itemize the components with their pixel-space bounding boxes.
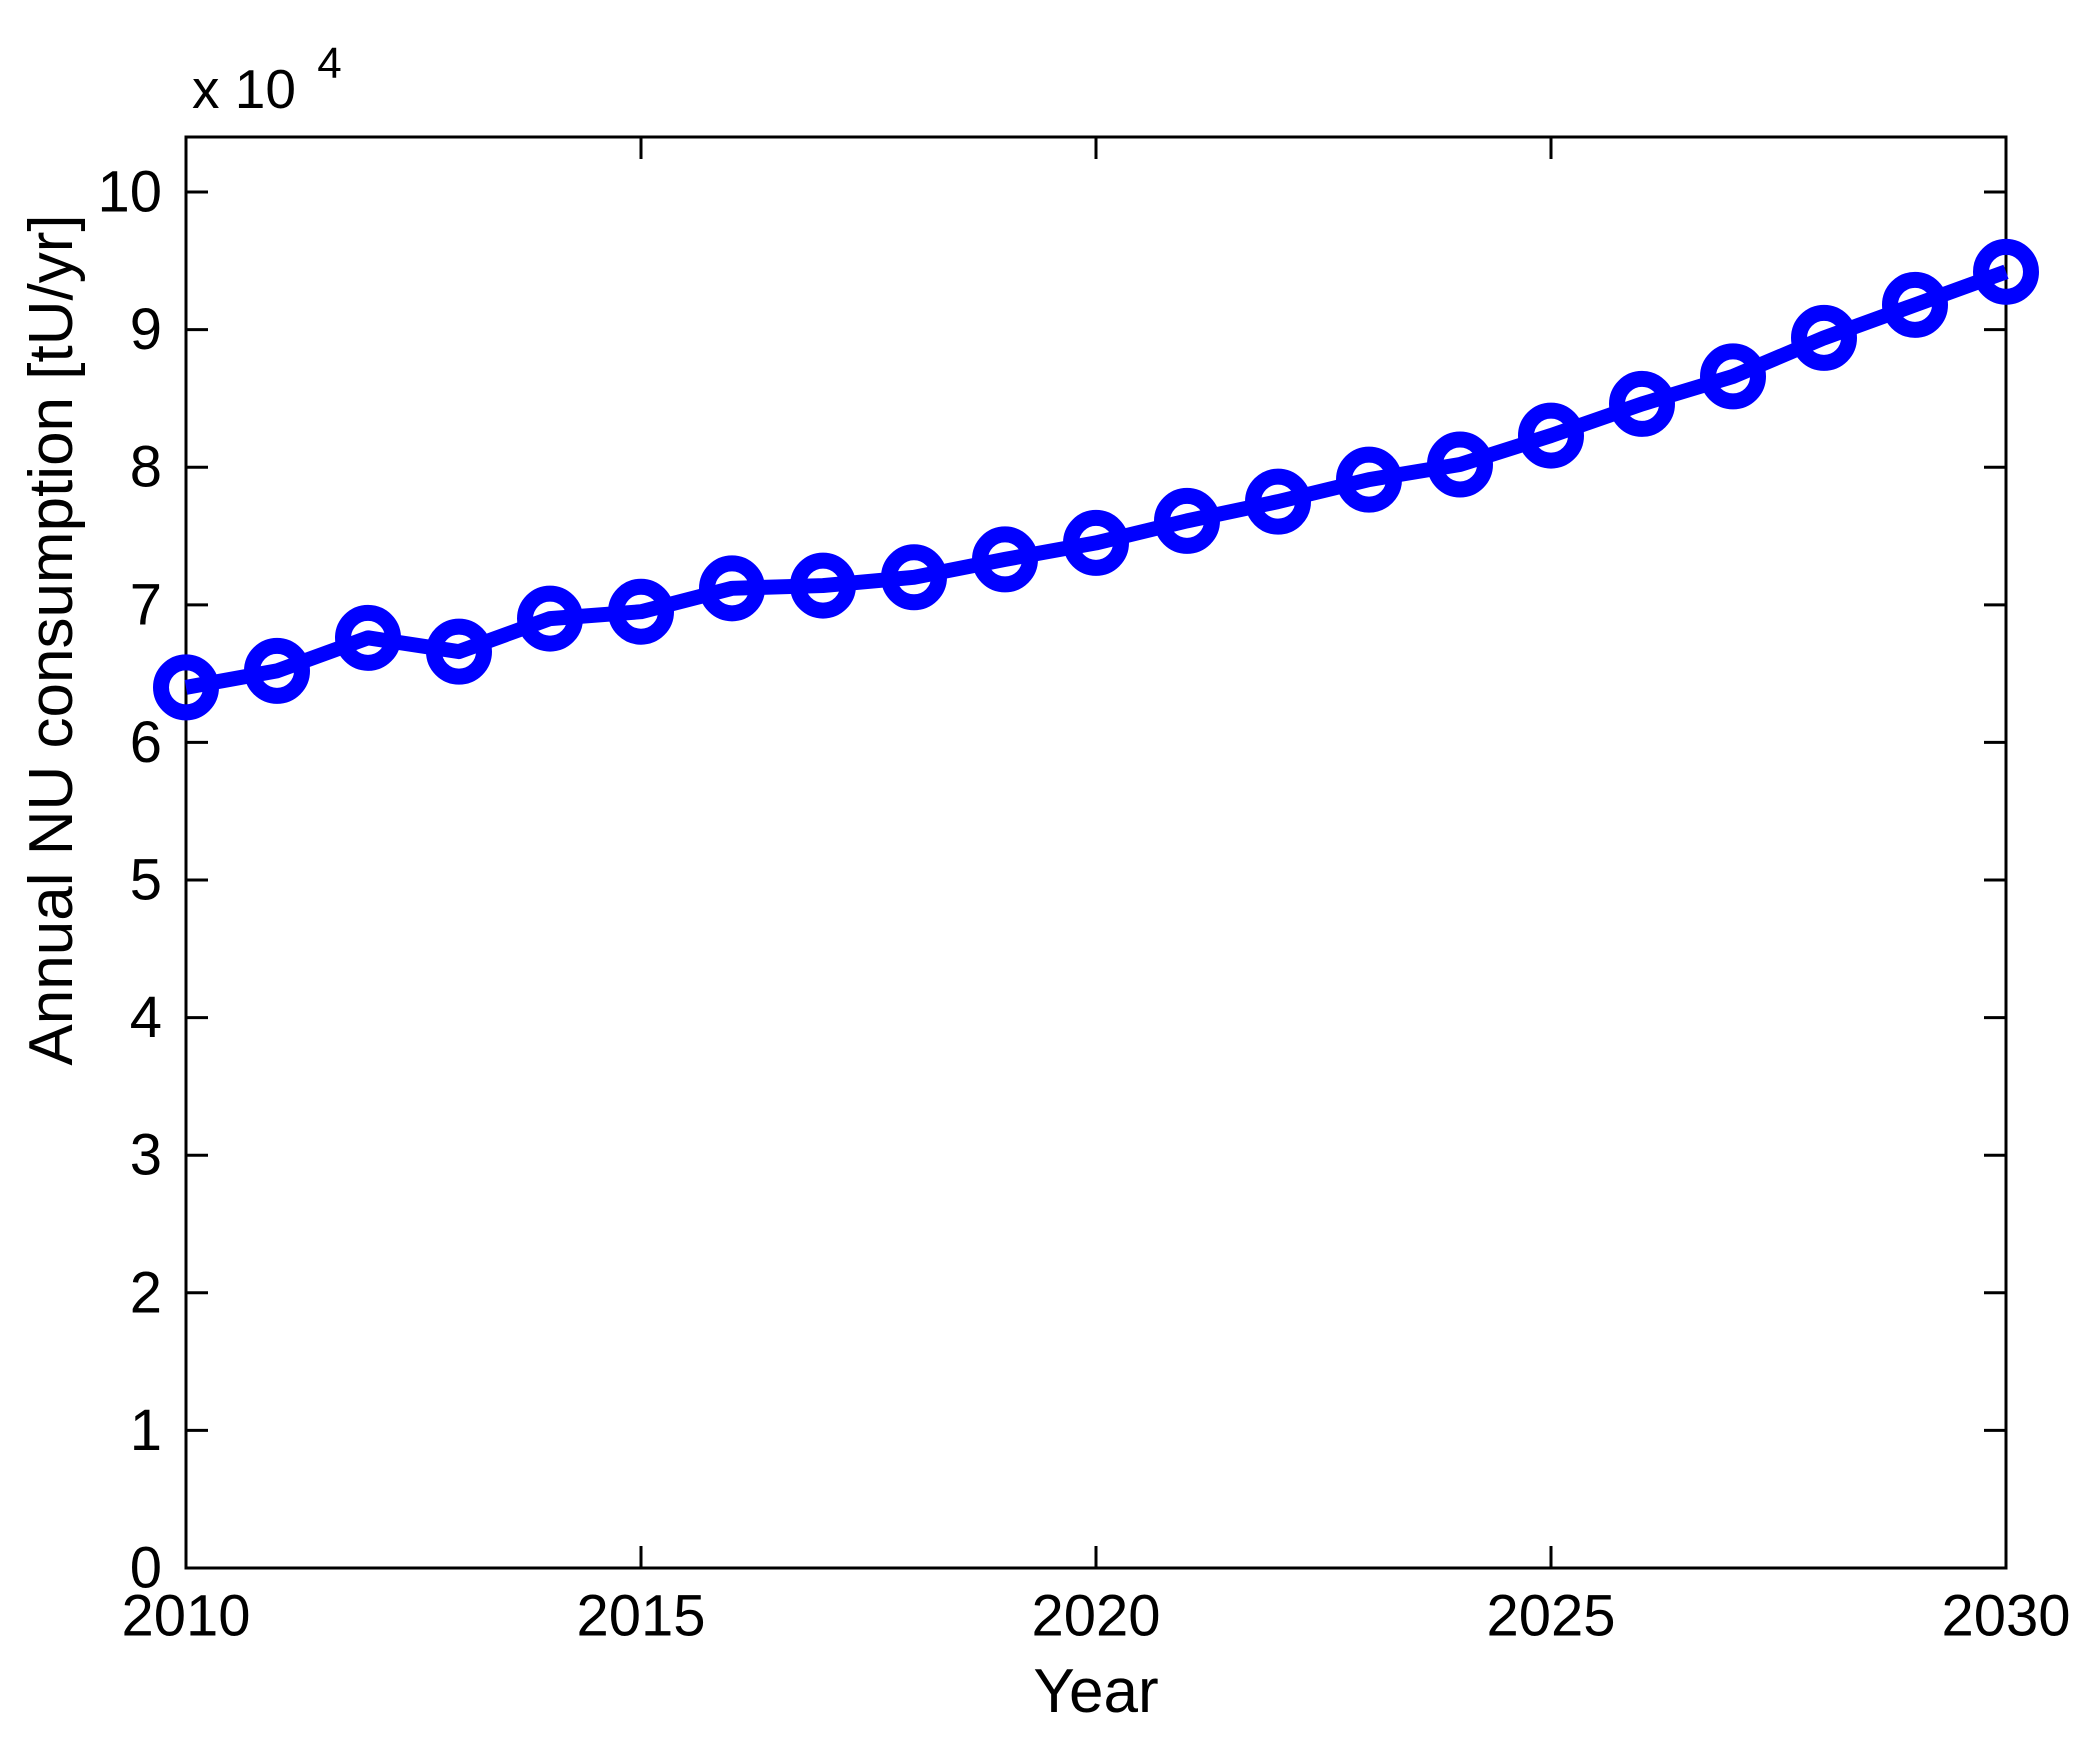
data-point-marker (699, 555, 765, 622)
x-axis-label: Year (1033, 1657, 1158, 1726)
data-point-marker (1791, 304, 1857, 371)
data-point-marker (1700, 343, 1766, 410)
y-tick-label: 2 (130, 1260, 162, 1325)
y-axis-multiplier: x 10 4 (192, 39, 342, 120)
series-layer (153, 238, 2039, 721)
data-point-marker (517, 585, 583, 652)
y-tick-label: 9 (130, 297, 162, 362)
data-point-marker (153, 654, 219, 721)
y-tick-label: 10 (97, 160, 162, 225)
x-tick-label: 2025 (1486, 1584, 1615, 1649)
x-tick-label: 2020 (1031, 1584, 1160, 1649)
data-point-marker (972, 526, 1038, 593)
data-point-marker (608, 578, 674, 645)
data-point-marker (335, 604, 401, 671)
y-axis-label: Annual NU consumption [tU/yr] (17, 214, 86, 1065)
y-tick-label: 1 (130, 1398, 162, 1463)
data-point-marker (1518, 402, 1584, 469)
y-tick-label: 5 (130, 848, 162, 913)
y-tick-label: 3 (130, 1123, 162, 1188)
data-point-marker (244, 637, 310, 704)
x-tick-label: 2015 (576, 1584, 705, 1649)
data-point-marker (1427, 431, 1493, 498)
data-point-marker (881, 544, 947, 611)
data-point-marker (1245, 468, 1311, 535)
y-tick-label: 0 (130, 1536, 162, 1601)
x-tick-label: 2030 (1941, 1584, 2070, 1649)
y-axis-multiplier-base: x 10 (192, 58, 296, 120)
data-point-marker (1609, 370, 1675, 437)
data-point-marker (1882, 271, 1948, 338)
data-point-marker (790, 552, 856, 619)
data-point-marker (426, 618, 492, 685)
y-axis-multiplier-exponent: 4 (317, 39, 341, 88)
data-point-marker (1336, 446, 1402, 513)
x-tick-label: 2010 (121, 1584, 250, 1649)
y-tick-label: 8 (130, 435, 162, 500)
axes-layer: 2010 2015 2020 2025 2030 0 1 2 3 4 5 6 7 8 9 10 (97, 135, 2071, 1649)
data-point-marker (1063, 509, 1129, 576)
data-point-marker (1154, 487, 1220, 554)
y-tick-label: 7 (130, 572, 162, 637)
y-tick-label: 4 (130, 985, 162, 1050)
data-point-marker (1973, 238, 2039, 305)
y-tick-label: 6 (130, 710, 162, 775)
